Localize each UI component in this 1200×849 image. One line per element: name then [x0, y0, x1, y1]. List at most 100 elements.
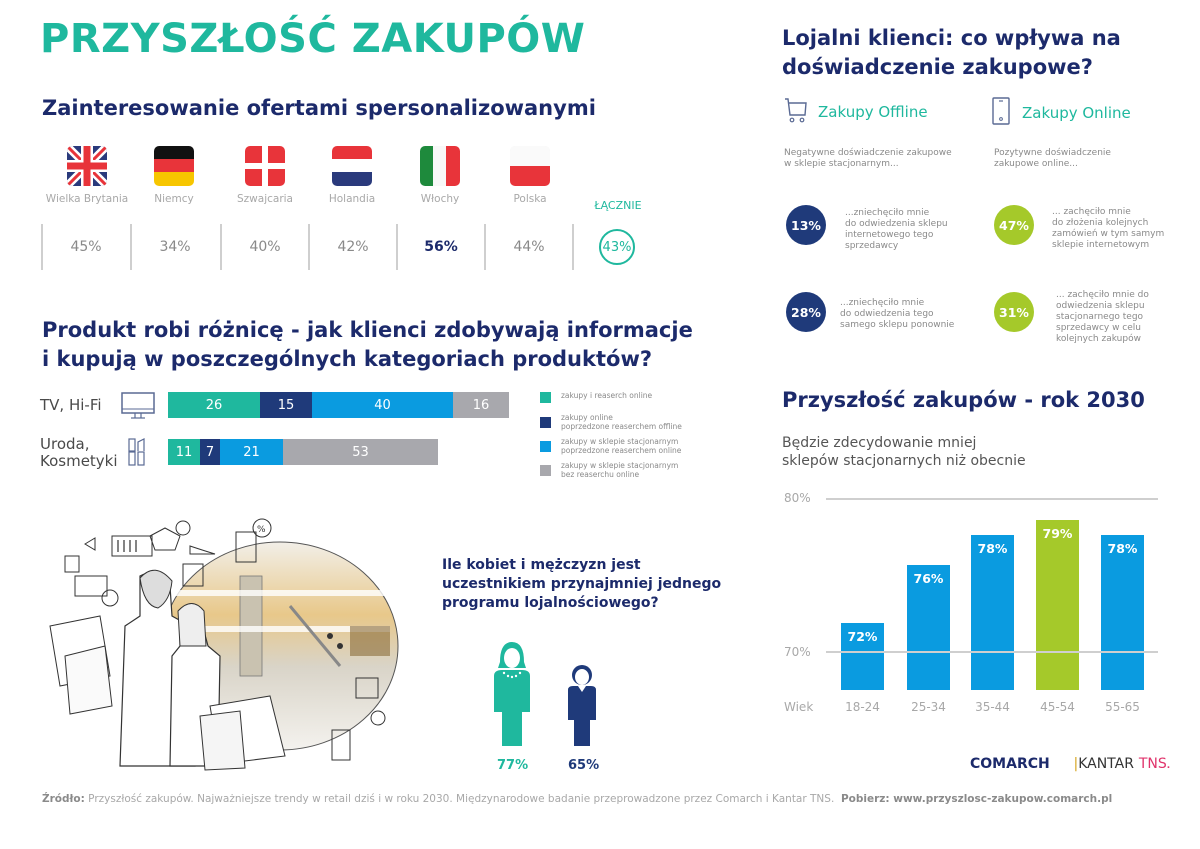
- uk-flag-icon: [67, 146, 107, 186]
- switzerland-flag-icon: [245, 146, 285, 186]
- pct-germany: 34%: [130, 224, 218, 270]
- product-title-line2: i kupują w poszczególnych kategoriach pr…: [42, 347, 653, 371]
- category-beauty-line1: Uroda,: [40, 435, 90, 453]
- product-legend: zakupy i reaserch online zakupy online po…: [540, 391, 700, 485]
- seg-online-offline-research: 7: [200, 439, 220, 465]
- loyalty-gender-title-line3: programu lojalnościowego?: [442, 595, 659, 611]
- legend-item: zakupy online poprzedzone reaserchem offl…: [540, 413, 700, 431]
- poland-flag-icon: [510, 146, 550, 186]
- germany-flag-icon: [154, 146, 194, 186]
- x-tick: 18-24: [845, 700, 880, 714]
- offline-label: Zakupy Offline: [818, 103, 928, 121]
- product-title: Produkt robi różnicę - jak klienci zdoby…: [42, 316, 693, 374]
- x-axis-label: Wiek: [784, 700, 814, 714]
- country-label: Polska: [513, 193, 547, 205]
- legend-item: zakupy w sklepie stacjonarnym bez reaserc…: [540, 461, 700, 479]
- category-beauty-line2: Kosmetyki: [40, 452, 118, 470]
- stat-online-31: 31%: [994, 292, 1034, 332]
- seg-store-no-research: 16: [453, 392, 509, 418]
- country-italy: Włochy: [396, 146, 484, 205]
- footer-source: Źródło: Przyszłość zakupów. Najważniejsz…: [42, 793, 1112, 805]
- legend-swatch: [540, 465, 551, 476]
- bar-25-34: 76%: [907, 565, 950, 690]
- stat-online-47: 47%: [994, 205, 1034, 245]
- stat-online-47-text: ... zachęciło mnie do złożenia kolejnych z…: [1052, 207, 1165, 250]
- gridline-80: [826, 498, 1158, 500]
- country-label: Wielka Brytania: [45, 193, 129, 205]
- total-label-wrap: ŁĄCZNIE: [574, 192, 662, 212]
- bar-35-44: 78%: [971, 535, 1014, 690]
- country-label: Holandia: [328, 193, 376, 205]
- online-heading: Zakupy Online: [992, 97, 1131, 129]
- future-title: Przyszłość zakupów - rok 2030: [782, 388, 1145, 412]
- country-poland: Polska: [486, 146, 574, 205]
- x-tick: 35-44: [975, 700, 1010, 714]
- italy-flag-icon: [420, 146, 460, 186]
- netherlands-flag-icon: [332, 146, 372, 186]
- personalized-title: Zainteresowanie ofertami spersonalizowan…: [42, 96, 596, 120]
- pct-poland: 44%: [484, 224, 572, 270]
- man-icon: [567, 664, 597, 750]
- bar-tv: 26 15 40 16: [168, 392, 509, 418]
- pct-total-cell: 43%: [572, 224, 660, 270]
- stat-offline-28-text: ...zniechęciło mnie do odwiedzenia tego sa…: [840, 298, 955, 330]
- country-netherlands: Holandia: [308, 146, 396, 205]
- y-tick-70: 70%: [784, 645, 811, 659]
- legend-swatch: [540, 441, 551, 452]
- x-tick: 45-54: [1040, 700, 1075, 714]
- seg-online-offline-research: 15: [260, 392, 312, 418]
- comarch-logo: COMARCH: [970, 756, 1050, 772]
- x-tick: 55-65: [1105, 700, 1140, 714]
- loyal-title-line2: doświadczenie zakupowe?: [782, 55, 1093, 79]
- partner-logos: COMARCH |KANTAR TNS.: [970, 756, 1171, 772]
- shopping-illustration: %: [40, 506, 400, 772]
- kantar-logo: KANTAR: [1078, 756, 1134, 772]
- woman-icon: [492, 640, 532, 750]
- country-label: Szwajcaria: [237, 193, 293, 205]
- pct-uk: 45%: [41, 224, 129, 270]
- tns-logo: TNS: [1138, 756, 1167, 772]
- pct-italy: 56%: [396, 224, 484, 270]
- download-link[interactable]: www.przyszlosc-zakupow.comarch.pl: [889, 793, 1113, 805]
- stat-offline-13: 13%: [786, 205, 826, 245]
- loyal-title-line1: Lojalni klienci: co wpływa na: [782, 26, 1121, 50]
- loyal-title: Lojalni klienci: co wpływa na doświadcze…: [782, 24, 1121, 82]
- offline-description: Negatywne doświadczenie zakupowe w sklepi…: [784, 148, 952, 169]
- future-subtitle: Będzie zdecydowanie mniej sklepów stacjon…: [782, 435, 1026, 469]
- legend-swatch: [540, 392, 551, 403]
- bar-55-65: 78%: [1101, 535, 1144, 690]
- legend-swatch: [540, 417, 551, 428]
- download-label: Pobierz:: [840, 793, 890, 805]
- monitor-icon: [121, 392, 155, 424]
- pct-switzerland: 40%: [220, 224, 308, 270]
- seg-store-no-research: 53: [283, 439, 438, 465]
- bar-45-54: 79%: [1036, 520, 1079, 690]
- product-title-line1: Produkt robi różnicę - jak klienci zdoby…: [42, 318, 693, 342]
- gridline-70: [826, 651, 1158, 653]
- stat-offline-13-text: ...zniechęciło mnie do odwiedzenia sklepu…: [845, 208, 948, 251]
- country-uk: Wielka Brytania: [43, 146, 131, 205]
- offline-heading: Zakupy Offline: [784, 97, 928, 127]
- country-label: Niemcy: [154, 193, 194, 205]
- seg-store-online-research: 21: [220, 439, 283, 465]
- legend-item: zakupy i reaserch online: [540, 391, 700, 403]
- legend-item: zakupy w sklepie stacjonarnym poprzedzone…: [540, 437, 700, 455]
- legend-text: zakupy i reaserch online: [561, 391, 653, 400]
- bar-beauty: 11 7 21 53: [168, 439, 438, 465]
- online-description: Pozytywne doświadczenie zakupowe online..…: [994, 148, 1111, 169]
- seg-online: 26: [168, 392, 260, 418]
- legend-text: zakupy online poprzedzone reaserchem offl…: [561, 413, 682, 431]
- source-label: Źródło:: [42, 793, 85, 805]
- stat-online-31-text: ... zachęciło mnie do odwiedzenia sklepu s…: [1056, 290, 1149, 344]
- loyalty-gender-title: Ile kobiet i mężczyzn jest uczestnikiem …: [442, 556, 721, 613]
- legend-text: zakupy w sklepie stacjonarnym bez reaserc…: [561, 461, 679, 479]
- cart-icon: [784, 97, 808, 127]
- source-text: Przyszłość zakupów. Najważniejsze trendy…: [84, 793, 835, 805]
- svg-text:%: %: [257, 525, 266, 535]
- cosmetics-icon: [128, 438, 146, 470]
- women-pct: 77%: [497, 758, 529, 773]
- loyalty-gender-title-line1: Ile kobiet i mężczyzn jest: [442, 557, 641, 573]
- country-germany: Niemcy: [130, 146, 218, 205]
- men-pct: 65%: [568, 758, 600, 773]
- pct-netherlands: 42%: [308, 224, 396, 270]
